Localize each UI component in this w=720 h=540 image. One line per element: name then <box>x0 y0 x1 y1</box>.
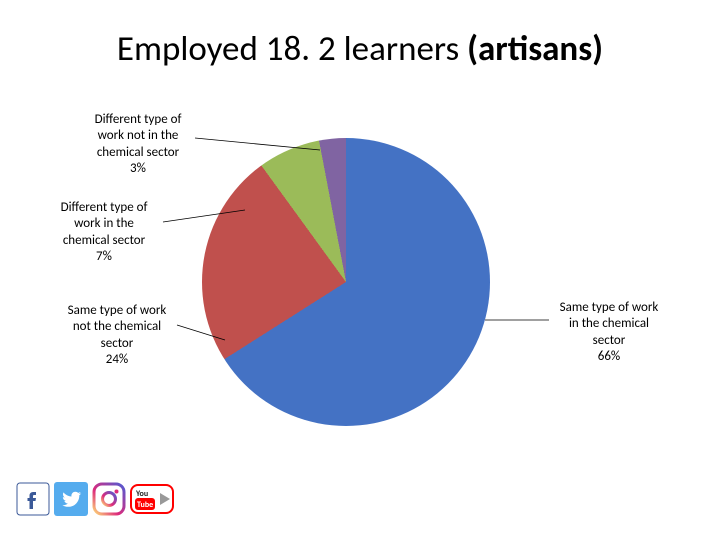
svg-text:You: You <box>135 489 148 499</box>
slice-label-1: Same type of work not the chemical secto… <box>54 303 180 368</box>
svg-text:Tube: Tube <box>137 500 153 510</box>
facebook-icon <box>16 482 50 516</box>
twitter-icon <box>54 482 88 516</box>
slice-label-3: Different type of work not in the chemic… <box>80 112 196 177</box>
social-icons-row: You Tube <box>16 482 174 516</box>
title-bold: (artisans) <box>467 28 603 70</box>
youtube-icon: You Tube <box>130 482 174 516</box>
slice-label-0: Same type of work in the chemical sector… <box>546 300 672 365</box>
instagram-icon <box>92 482 126 516</box>
pie-chart <box>202 138 490 426</box>
title-plain: Employed 18. 2 learners <box>117 28 467 70</box>
slice-label-2: Different type of work in the chemical s… <box>44 200 164 265</box>
pie-slices <box>202 138 490 426</box>
page-title: Employed 18. 2 learners (artisans) <box>0 28 720 70</box>
